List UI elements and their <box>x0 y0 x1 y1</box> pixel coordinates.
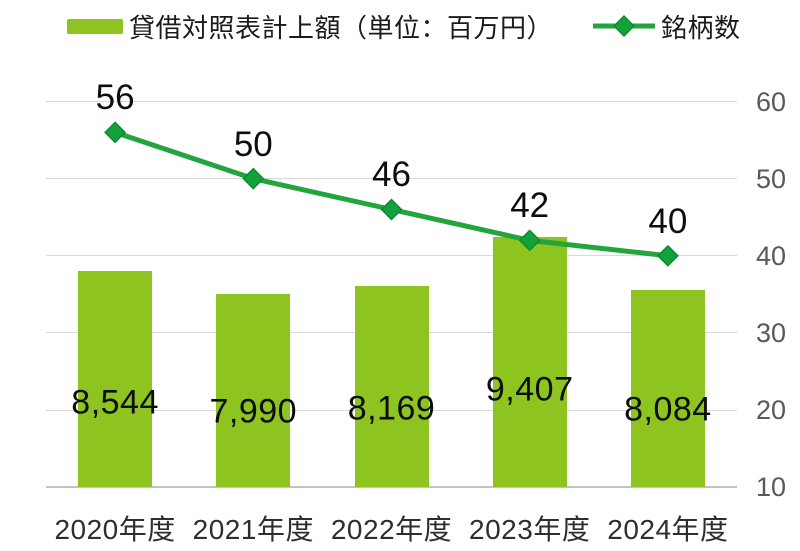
x-axis-label: 2021年度 <box>192 514 314 545</box>
line-legend-marker-icon <box>593 15 655 37</box>
gridline <box>46 255 737 257</box>
y-axis-tick-label: 40 <box>755 240 786 271</box>
bar-legend-label: 貸借対照表計上額（単位：百万円） <box>129 12 554 43</box>
x-axis-label: 2023年度 <box>469 514 591 545</box>
bar-value-label: 9,407 <box>485 370 574 409</box>
diamond-marker-icon <box>380 198 403 221</box>
x-axis-line <box>46 486 737 489</box>
y-axis-tick-label: 50 <box>755 163 786 194</box>
line-legend-label: 銘柄数 <box>661 12 741 43</box>
bar-value-label: 8,544 <box>71 383 159 422</box>
line-value-label: 56 <box>95 78 135 118</box>
legend-item-line: 銘柄数 <box>593 8 741 44</box>
line-value-label: 40 <box>648 201 688 241</box>
bar <box>354 286 429 488</box>
gridline <box>46 101 737 102</box>
y-axis-tick-label: 30 <box>755 317 786 348</box>
x-axis-label: 2020年度 <box>54 514 176 545</box>
y-axis-tick-label: 60 <box>755 86 786 117</box>
line-value-label: 50 <box>233 124 273 164</box>
x-axis-label: 2022年度 <box>330 514 453 545</box>
bar <box>78 271 153 488</box>
bar-legend-swatch-icon <box>67 18 123 34</box>
line-value-label: 42 <box>510 186 550 226</box>
bar <box>216 293 291 488</box>
legend-item-bar: 貸借対照表計上額（単位：百万円） <box>67 8 553 44</box>
bar-value-label: 8,169 <box>347 389 436 428</box>
bar <box>492 236 567 488</box>
y-axis-tick-label: 20 <box>755 395 786 426</box>
bar <box>630 289 705 488</box>
x-axis-label: 2024年度 <box>607 514 729 545</box>
line-value-label: 46 <box>372 155 411 195</box>
bar-value-label: 8,084 <box>624 390 712 429</box>
bar-value-label: 7,990 <box>209 392 298 431</box>
diamond-marker-icon <box>104 121 127 144</box>
y-axis-tick-label: 10 <box>755 472 786 503</box>
